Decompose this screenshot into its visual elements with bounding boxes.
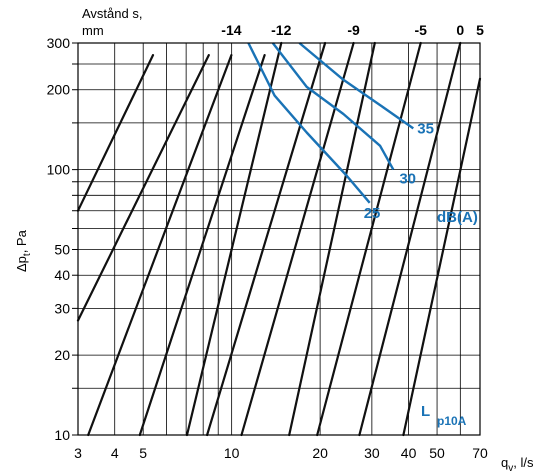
- distance-label: 5: [476, 22, 484, 38]
- x-tick-label: 50: [429, 445, 445, 461]
- distance-line: [76, 54, 155, 212]
- x-tick-label: 4: [111, 445, 119, 461]
- y-axis-symbol: Δp: [14, 256, 29, 272]
- distance-label: 0: [456, 22, 464, 38]
- noise-curves: [247, 42, 414, 204]
- distance-label: -14: [221, 22, 241, 38]
- distance-unit: mm: [82, 23, 104, 38]
- noise-curve: [298, 42, 414, 130]
- x-axis-label: qv, l/s: [501, 455, 534, 473]
- x-tick-label: 10: [224, 445, 240, 461]
- y-tick-label: 20: [54, 347, 70, 363]
- distance-line: [138, 54, 266, 437]
- y-tick-label: 10: [54, 427, 70, 443]
- noise-label: 25: [364, 205, 381, 222]
- x-axis-unit: , l/s: [513, 455, 534, 470]
- ticks: 3 4 5 10 20 30 40 50 70 10 20 30 40 50 100 200 300: [47, 35, 488, 461]
- footnote-sub: p10A: [437, 414, 467, 428]
- x-tick-label: 40: [401, 445, 417, 461]
- y-tick-label: 50: [54, 242, 70, 258]
- y-tick-label: 300: [47, 35, 71, 51]
- noise-label: 30: [399, 171, 416, 188]
- distance-line: [185, 41, 283, 437]
- distance-line: [87, 54, 233, 437]
- x-axis-symbol: q: [501, 455, 508, 470]
- distance-lines: [76, 41, 482, 437]
- noise-curve: [271, 42, 395, 171]
- x-tick-label: 30: [364, 445, 380, 461]
- labels: Avstånd s, mm dB(A) L p10A qv, l/s Δpt, …: [14, 6, 534, 473]
- distance-label: -5: [415, 22, 428, 38]
- plot-frame: [77, 42, 481, 436]
- x-tick-label: 3: [74, 445, 82, 461]
- noise-label: 35: [417, 120, 434, 137]
- footnote-main: L: [421, 403, 430, 420]
- distance-label: -9: [347, 22, 360, 38]
- distance-line: [76, 54, 210, 322]
- distance-header: Avstånd s,: [82, 6, 142, 21]
- distance-label: -12: [271, 22, 291, 38]
- distance-line: [240, 41, 355, 437]
- footnote-label: L p10A: [421, 403, 467, 428]
- distance-line: [316, 41, 422, 437]
- y-tick-label: 200: [47, 82, 71, 98]
- distance-line: [206, 41, 327, 437]
- y-tick-label: 40: [54, 267, 70, 283]
- noise-unit-label: dB(A): [437, 209, 478, 226]
- y-axis-subscript: t: [22, 253, 33, 256]
- noise-curve: [247, 42, 371, 204]
- y-tick-label: 30: [54, 300, 70, 316]
- y-axis-unit: , Pa: [14, 229, 29, 253]
- x-tick-label: 5: [139, 445, 147, 461]
- y-axis-label: Δpt, Pa: [14, 229, 33, 272]
- y-tick-label: 100: [47, 162, 71, 178]
- distance-line: [358, 41, 462, 437]
- distance-line: [402, 77, 482, 437]
- x-tick-label: 70: [472, 445, 488, 461]
- distance-line: [288, 41, 376, 437]
- x-tick-label: 20: [312, 445, 328, 461]
- x-axis-subscript: v: [508, 463, 513, 473]
